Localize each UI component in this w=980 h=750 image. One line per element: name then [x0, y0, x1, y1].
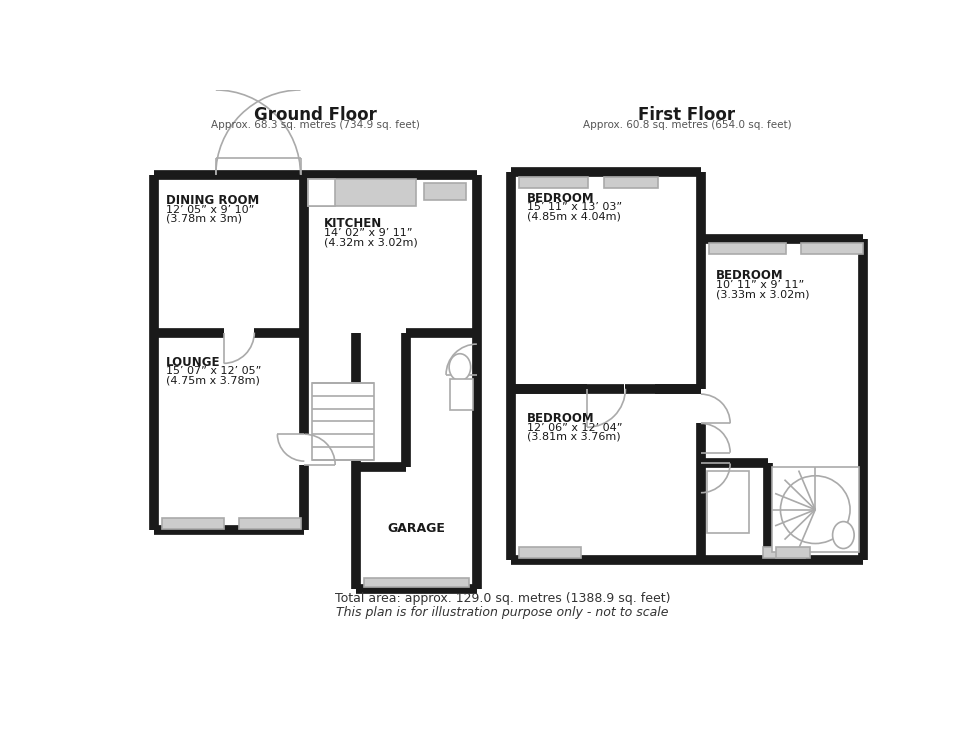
Bar: [239, 518, 301, 529]
Text: 14’ 02” x 9’ 11”: 14’ 02” x 9’ 11”: [323, 228, 413, 238]
Bar: [308, 178, 416, 206]
Text: Ground Floor: Ground Floor: [254, 106, 376, 124]
Bar: [762, 548, 805, 558]
Bar: [775, 548, 810, 558]
Text: (4.32m x 3.02m): (4.32m x 3.02m): [323, 237, 417, 247]
Bar: [356, 467, 477, 589]
Bar: [701, 0, 862, 238]
Text: 12’ 06” x 12’ 04”: 12’ 06” x 12’ 04”: [527, 423, 622, 433]
Bar: [519, 177, 588, 188]
Text: 12’ 05” x 9’ 10”: 12’ 05” x 9’ 10”: [166, 205, 254, 214]
Text: KITCHEN: KITCHEN: [323, 217, 382, 230]
Text: (3.78m x 3m): (3.78m x 3m): [166, 214, 242, 224]
Bar: [154, 332, 305, 530]
Text: This plan is for illustration purpose only - not to scale: This plan is for illustration purpose on…: [336, 605, 668, 619]
Text: BEDROOM: BEDROOM: [527, 412, 595, 424]
Bar: [162, 518, 223, 529]
Text: Approx. 60.8 sq. metres (654.0 sq. feet): Approx. 60.8 sq. metres (654.0 sq. feet): [583, 121, 792, 130]
Bar: [154, 175, 305, 332]
Text: 15’ 11” x 13’ 03”: 15’ 11” x 13’ 03”: [527, 202, 622, 212]
Text: GARAGE: GARAGE: [387, 522, 445, 535]
Text: DINING ROOM: DINING ROOM: [166, 194, 259, 207]
Bar: [519, 548, 581, 558]
Text: Approx. 68.3 sq. metres (734.9 sq. feet): Approx. 68.3 sq. metres (734.9 sq. feet): [211, 121, 419, 130]
Bar: [308, 178, 335, 206]
Text: 15’ 07” x 12’ 05”: 15’ 07” x 12’ 05”: [166, 367, 261, 376]
Text: 10’ 11” x 9’ 11”: 10’ 11” x 9’ 11”: [716, 280, 805, 290]
Bar: [708, 471, 750, 532]
Text: (3.81m x 3.76m): (3.81m x 3.76m): [527, 432, 620, 442]
Text: BEDROOM: BEDROOM: [716, 269, 784, 283]
Bar: [768, 388, 862, 560]
Bar: [801, 243, 862, 254]
Bar: [305, 332, 406, 467]
Text: First Floor: First Floor: [639, 106, 736, 124]
Text: BEDROOM: BEDROOM: [527, 192, 595, 205]
Ellipse shape: [833, 521, 855, 548]
Ellipse shape: [449, 354, 470, 381]
Bar: [701, 388, 768, 560]
Bar: [364, 578, 469, 587]
Text: LOUNGE: LOUNGE: [166, 356, 220, 369]
Text: (3.33m x 3.02m): (3.33m x 3.02m): [716, 290, 809, 299]
Text: (4.85m x 4.04m): (4.85m x 4.04m): [527, 211, 620, 222]
Bar: [450, 379, 473, 410]
Text: Total area: approx. 129.0 sq. metres (1388.9 sq. feet): Total area: approx. 129.0 sq. metres (13…: [334, 592, 670, 604]
Bar: [772, 467, 858, 552]
Bar: [604, 177, 658, 188]
Bar: [305, 175, 477, 332]
Bar: [709, 243, 786, 254]
Bar: [512, 172, 701, 388]
Bar: [423, 183, 466, 200]
Bar: [312, 382, 373, 460]
Bar: [512, 388, 701, 560]
Text: (4.75m x 3.78m): (4.75m x 3.78m): [166, 376, 260, 386]
